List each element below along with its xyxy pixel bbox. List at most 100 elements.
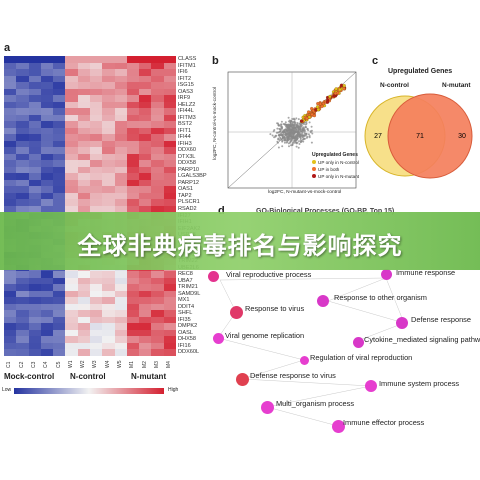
group-label-ncontrol: N-control [70,372,106,381]
venn-title: Upregulated Genes [388,68,453,75]
heatmap-cell [40,310,54,318]
sample-label: W1 [67,360,74,369]
heatmap-cell [102,108,115,116]
scatter-point [303,132,306,135]
scatter-point [307,133,310,136]
heatmap-cell [53,277,66,285]
heatmap-cell [126,147,140,155]
heatmap-cell [90,160,103,168]
scatter-point-up [312,113,317,118]
heatmap-cell [126,179,140,187]
heatmap-cell [65,323,79,331]
heatmap-cell [163,114,177,122]
heatmap-cell [40,134,54,142]
heatmap-cell [77,160,91,168]
gene-label: SAMD9L [178,290,201,297]
scatter-point-up [328,94,332,99]
go-term-node [299,355,309,365]
heatmap-cell [90,342,103,350]
go-term-label: Viral reproductive process [226,270,312,279]
heatmap-cell [4,323,17,331]
heatmap-cell [114,127,128,135]
heatmap-cell [102,166,115,174]
heatmap-cell [163,179,177,187]
heatmap-cell [126,192,140,200]
heatmap-cell [163,56,177,63]
scatter-point [295,117,298,120]
heatmap-cell [4,127,17,135]
heatmap-cell [40,166,54,174]
go-term-node [365,380,377,392]
go-term-label: Regulation of viral reproduction [310,353,413,362]
scatter-point-up [316,107,321,112]
legend-dot-icon [312,167,316,171]
heatmap-cell [126,108,140,116]
heatmap-cell [163,147,177,155]
heatmap-cell [163,303,177,311]
heatmap-cell [90,284,103,292]
heatmap-cell [65,121,79,129]
heatmap-cell [139,140,152,148]
scatter-point [292,126,295,129]
heatmap-cell [102,310,115,318]
heatmap-cell [16,121,29,129]
heatmap-cell [90,95,103,103]
heatmap-cell [77,153,91,161]
scatter-point [293,117,295,120]
heatmap-cell [28,56,42,63]
heatmap-cell [126,160,140,168]
heatmap-legend-low: Low [2,387,12,393]
heatmap-cell [151,186,165,194]
scatter-point [281,126,284,129]
heatmap-cell [28,108,42,116]
heatmap-cell [65,310,79,318]
sample-label: C4 [43,361,50,368]
gene-label: ISG15 [178,82,194,89]
heatmap-cell [126,140,140,148]
heatmap-cell [53,127,66,135]
heatmap-cell [114,101,128,109]
panel-label-c: c [372,55,379,67]
gene-label: DMPK2 [178,323,198,330]
heatmap-cell [139,349,152,357]
heatmap-cell [163,290,177,298]
heatmap-cell [90,140,103,148]
heatmap-cell [77,349,91,357]
scatter-point [306,127,309,130]
heatmap-cell [102,82,115,89]
scatter-point [290,132,293,135]
heatmap-cell [53,62,66,70]
heatmap-cell [28,179,42,187]
go-term-label: Viral genome replication [225,331,305,340]
heatmap-cell [65,342,79,350]
heatmap-cell [151,160,165,168]
heatmap-cell [139,153,152,161]
scatter-point [299,137,302,140]
sample-label: C1 [6,361,13,368]
panel-label-a: a [4,42,11,54]
heatmap-cell [102,140,115,148]
heatmap-cell [139,206,152,213]
heatmap-cell [139,284,152,292]
heatmap-cell [126,336,140,344]
heatmap-cell [126,329,140,337]
heatmap-cell [163,199,177,207]
panel-label-d: d [218,205,225,217]
legend-dot-icon [312,174,316,178]
heatmap-cell [77,166,91,174]
venn-diagram: 27 71 30 [364,93,473,179]
heatmap-cell [77,192,91,200]
heatmap-cell [16,303,29,311]
scatter-point-up [321,101,326,106]
heatmap-cell [139,127,152,135]
scatter-point [295,141,298,144]
gene-label: PLSCR1 [178,199,200,206]
title-banner [0,212,480,270]
gene-label: RSAD2 [178,206,197,212]
gene-label: PARP12 [178,179,200,186]
scatter-point [302,140,305,143]
scatter-plot [227,71,357,189]
heatmap-cell [40,342,54,350]
scatter-point [279,128,282,131]
heatmap-cell [90,153,103,161]
